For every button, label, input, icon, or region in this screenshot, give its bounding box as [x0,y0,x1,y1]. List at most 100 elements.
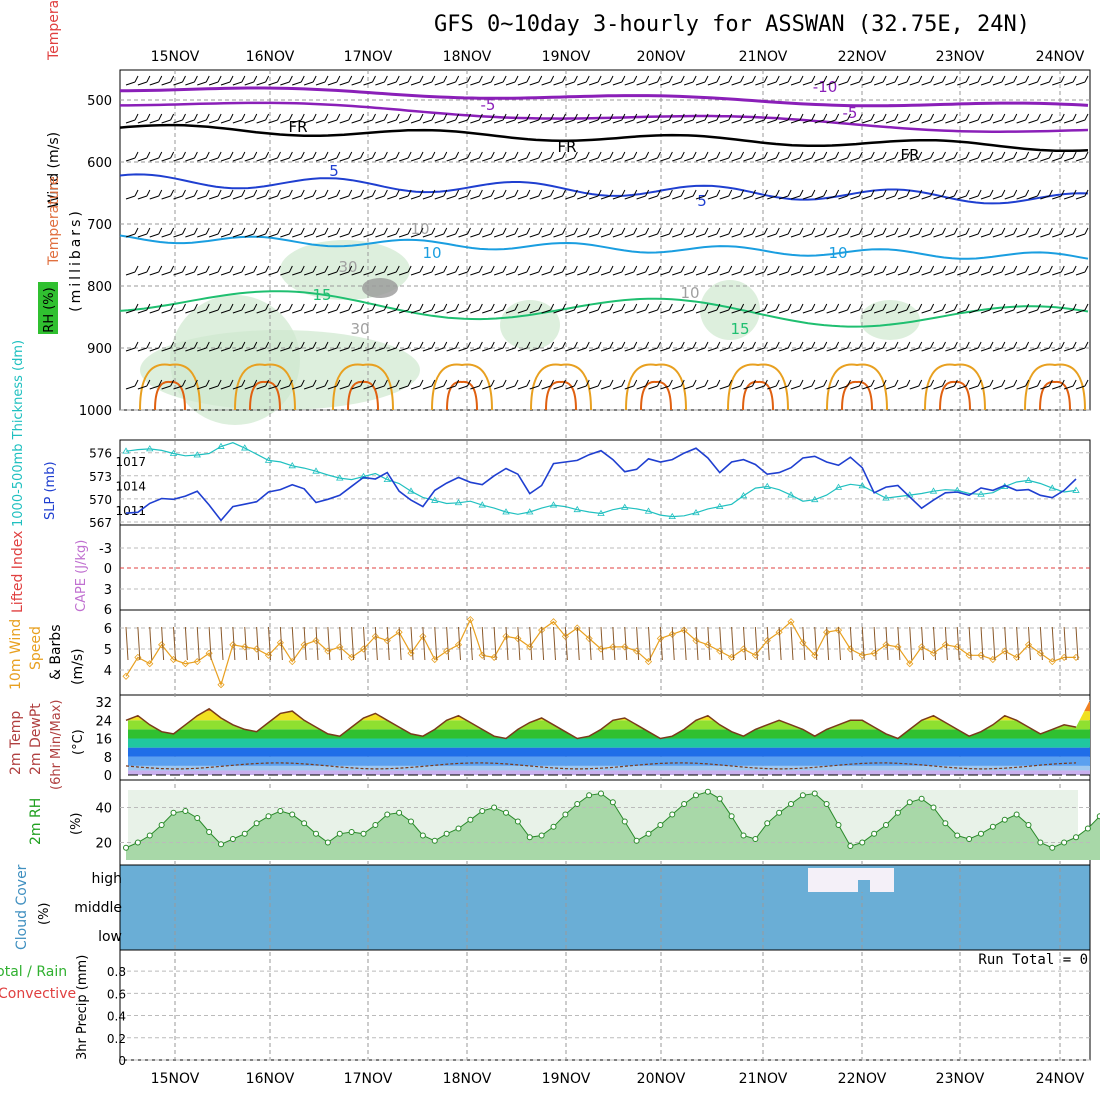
wind-speed-marker [454,641,463,649]
wind-barb [339,227,353,238]
wind-barb-10m [849,626,853,661]
wind-barb [292,227,305,238]
wind-barb [398,265,412,276]
contour-label: FR [557,138,576,156]
wind-barb [577,303,590,314]
wind-barb [1063,303,1077,314]
wind-barb [268,379,281,390]
wind-barb [1016,75,1030,86]
wind-barb-10m [256,626,260,661]
wind-barb [945,265,958,276]
wind-barb [280,379,293,390]
wind-barb [1063,341,1077,352]
rh-marker [253,820,260,827]
label-thickness: 1000-500mb Thickness (dm) [11,340,26,527]
wind-barb [161,151,175,162]
high-cloud-gap [858,880,870,892]
wind-barb [208,75,222,86]
wind-barb [137,341,151,352]
wind-barb [375,303,388,314]
wind-barb [232,303,246,314]
wind-barb [612,341,626,352]
wind-barb [161,113,175,124]
wind-barb [339,113,353,124]
wind-barb [683,341,697,352]
wind-barb-10m [291,626,295,661]
wind-barb [244,303,258,314]
wind-barb [161,303,175,314]
label-wind: Wind (m/s) [46,132,62,208]
tick-slp: 1014 [115,480,146,494]
tick-slp: 1017 [115,455,146,469]
wind-barb [755,189,768,200]
wind-barb [957,113,970,124]
tick-thickness: 573 [89,470,112,484]
wind-barb [363,265,376,276]
wind-barb [125,379,139,390]
wind-barb [208,303,222,314]
wind-barb [232,113,246,124]
wind-barb [434,341,448,352]
wind-barb [636,265,650,276]
wind-barb [624,227,638,238]
wind-barb [814,151,828,162]
wind-barb [339,303,353,314]
wind-barb [683,151,697,162]
tick-mb-600: 600 [87,156,112,171]
wind-barb [125,189,139,200]
chart-title: GFS 0~10day 3-hourly for ASSWAN (32.75E,… [434,12,1031,37]
wind-barb [933,379,946,390]
wind-barb [1004,227,1018,238]
thickness-marker [526,508,534,515]
wind-barb [422,227,436,238]
wind-barb [517,265,531,276]
thickness-marker [193,451,201,458]
wind-barb [351,265,365,276]
wind-barb [707,265,721,276]
wind-barb [577,341,590,352]
wind-barb [909,265,923,276]
wind-barb [945,379,958,390]
wind-speed-marker [359,645,368,653]
wind-barb [743,75,756,86]
wind-barb-10m [802,626,806,661]
wind-barb [541,151,555,162]
wind-barb [802,379,816,390]
rh-marker [265,813,272,820]
wind-speed-marker [918,643,926,651]
wind-barb-10m [814,626,818,661]
wind-barb [743,227,756,238]
wind-barb [897,227,911,238]
wind-barb [173,303,186,314]
rh-marker [218,841,224,848]
wind-barb [600,265,614,276]
wind-barb-10m [339,626,343,661]
wind-barb [945,113,958,124]
wind-barb [838,189,851,200]
thickness-marker [692,508,700,516]
tick-wind: 6 [104,622,112,637]
wind-barb [458,341,471,352]
wind-barb [648,379,661,390]
rh-marker [538,832,545,839]
rh-marker [313,830,319,837]
rh-marker [336,830,343,837]
wind-barb [743,379,756,390]
wind-barb [493,303,507,314]
wind-barb [303,113,317,124]
wind-barb [660,227,673,238]
wind-speed-marker [466,616,474,624]
wind-barb [185,379,198,390]
rh-marker [586,792,593,799]
wind-barb [173,265,186,276]
wind-barb [1040,341,1053,352]
contour-label: -10 [813,78,838,96]
wind-speed-marker [312,637,320,645]
wind-barb [992,265,1006,276]
wind-barb [197,265,210,276]
wind-barb [933,151,946,162]
wind-barb [1052,75,1065,86]
wind-barb-10m [956,626,960,661]
wind-barb-10m [790,626,794,661]
panel-frame-3 [119,609,1091,696]
